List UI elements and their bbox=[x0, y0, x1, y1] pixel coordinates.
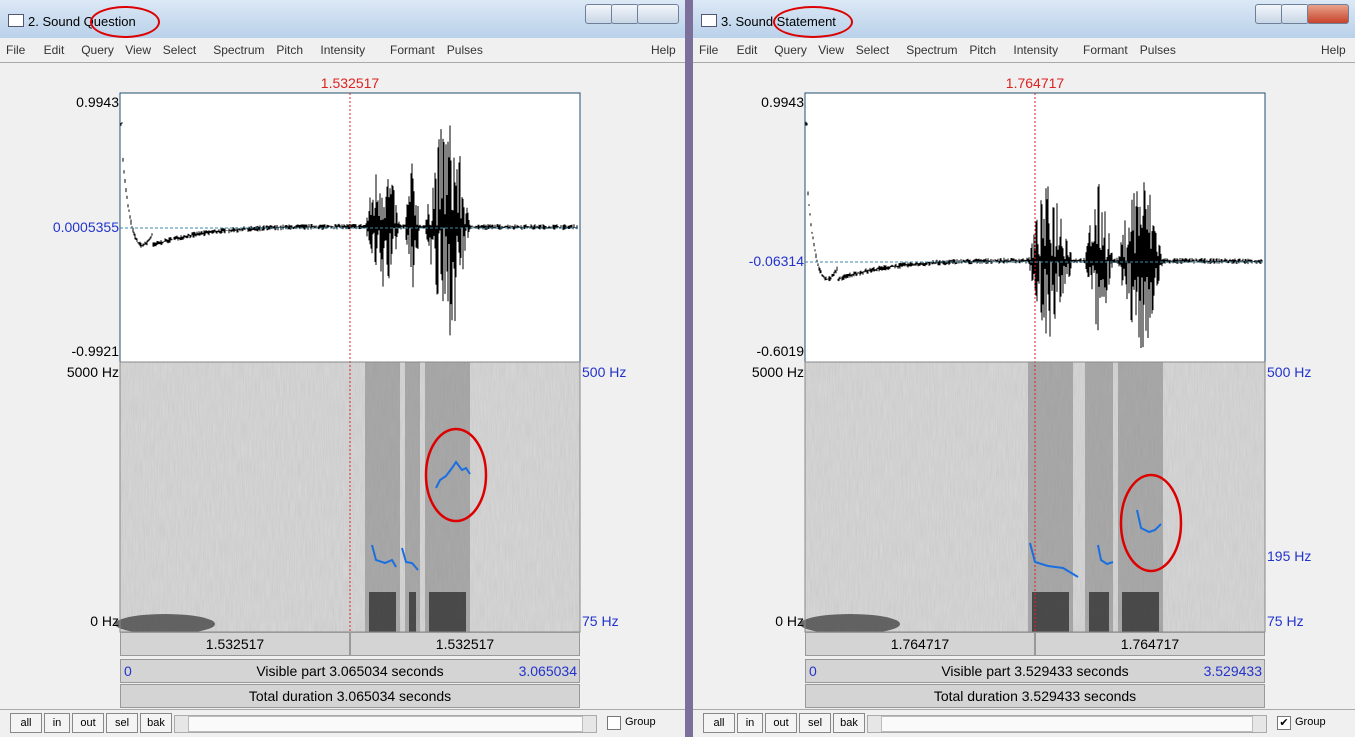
total-duration-row[interactable]: Total duration 3.529433 seconds bbox=[805, 684, 1265, 708]
time-right[interactable]: 1.532517 bbox=[350, 632, 580, 656]
y-axis-label: 0 Hz bbox=[90, 613, 119, 629]
voicing-bar bbox=[409, 592, 416, 632]
visible-text: Visible part 3.529433 seconds bbox=[941, 663, 1128, 679]
zoom-button[interactable]: bak bbox=[140, 713, 172, 733]
pitch-axis-label: 500 Hz bbox=[1267, 364, 1311, 380]
formant-band bbox=[405, 362, 420, 632]
voicing-bar bbox=[429, 592, 466, 632]
scroll-thumb[interactable] bbox=[188, 716, 583, 732]
visible-end: 3.529433 bbox=[1204, 660, 1262, 682]
formant-band bbox=[425, 362, 470, 632]
visible-start: 0 bbox=[124, 660, 132, 682]
zoom-button[interactable]: sel bbox=[799, 713, 831, 733]
zoom-button[interactable]: out bbox=[765, 713, 797, 733]
pitch-axis-label: 195 Hz bbox=[1267, 548, 1311, 564]
zoom-button[interactable]: in bbox=[44, 713, 70, 733]
pitch-axis-label: 75 Hz bbox=[1267, 613, 1304, 629]
voicing-bar bbox=[369, 592, 396, 632]
low-energy bbox=[800, 614, 900, 634]
visible-end: 3.065034 bbox=[519, 660, 577, 682]
y-axis-label: 5000 Hz bbox=[752, 364, 804, 380]
y-axis-label: -0.9921 bbox=[72, 343, 119, 359]
visible-text: Visible part 3.065034 seconds bbox=[256, 663, 443, 679]
visible-start: 0 bbox=[809, 660, 817, 682]
voicing-bar bbox=[1032, 592, 1069, 632]
y-axis-label: 0.0005355 bbox=[53, 219, 119, 235]
zoom-button[interactable]: out bbox=[72, 713, 104, 733]
pitch-axis-label: 75 Hz bbox=[582, 613, 619, 629]
zoom-button[interactable]: all bbox=[703, 713, 735, 733]
visible-part-row[interactable]: 0 Visible part 3.529433 seconds 3.529433 bbox=[805, 659, 1265, 683]
group-label: Group bbox=[1295, 716, 1326, 728]
voicing-bar bbox=[1122, 592, 1159, 632]
y-axis-label: -0.06314 bbox=[749, 253, 804, 269]
low-energy bbox=[115, 614, 215, 634]
zoom-button[interactable]: sel bbox=[106, 713, 138, 733]
group-checkbox[interactable] bbox=[607, 716, 621, 730]
y-axis-label: 5000 Hz bbox=[67, 364, 119, 380]
total-duration-row[interactable]: Total duration 3.065034 seconds bbox=[120, 684, 580, 708]
time-left[interactable]: 1.764717 bbox=[805, 632, 1035, 656]
voicing-bar bbox=[1089, 592, 1109, 632]
visible-part-row[interactable]: 0 Visible part 3.065034 seconds 3.065034 bbox=[120, 659, 580, 683]
group-checkbox[interactable]: ✔ bbox=[1277, 716, 1291, 730]
pitch-axis-label: 500 Hz bbox=[582, 364, 626, 380]
zoom-button[interactable]: bak bbox=[833, 713, 865, 733]
bottom-separator bbox=[0, 709, 685, 710]
y-axis-label: 0.9943 bbox=[76, 94, 119, 110]
y-axis-label: 0.9943 bbox=[761, 94, 804, 110]
time-left[interactable]: 1.532517 bbox=[120, 632, 350, 656]
y-axis-label: 0 Hz bbox=[775, 613, 804, 629]
group-label: Group bbox=[625, 716, 656, 728]
formant-band bbox=[1085, 362, 1113, 632]
bottom-separator bbox=[693, 709, 1355, 710]
formant-band bbox=[365, 362, 400, 632]
zoom-button[interactable]: all bbox=[10, 713, 42, 733]
screen: 2. Sound QuestionFileEditQueryViewSelect… bbox=[0, 0, 1355, 737]
zoom-button[interactable]: in bbox=[737, 713, 763, 733]
scroll-thumb[interactable] bbox=[881, 716, 1253, 732]
time-right[interactable]: 1.764717 bbox=[1035, 632, 1265, 656]
y-axis-label: -0.6019 bbox=[757, 343, 804, 359]
